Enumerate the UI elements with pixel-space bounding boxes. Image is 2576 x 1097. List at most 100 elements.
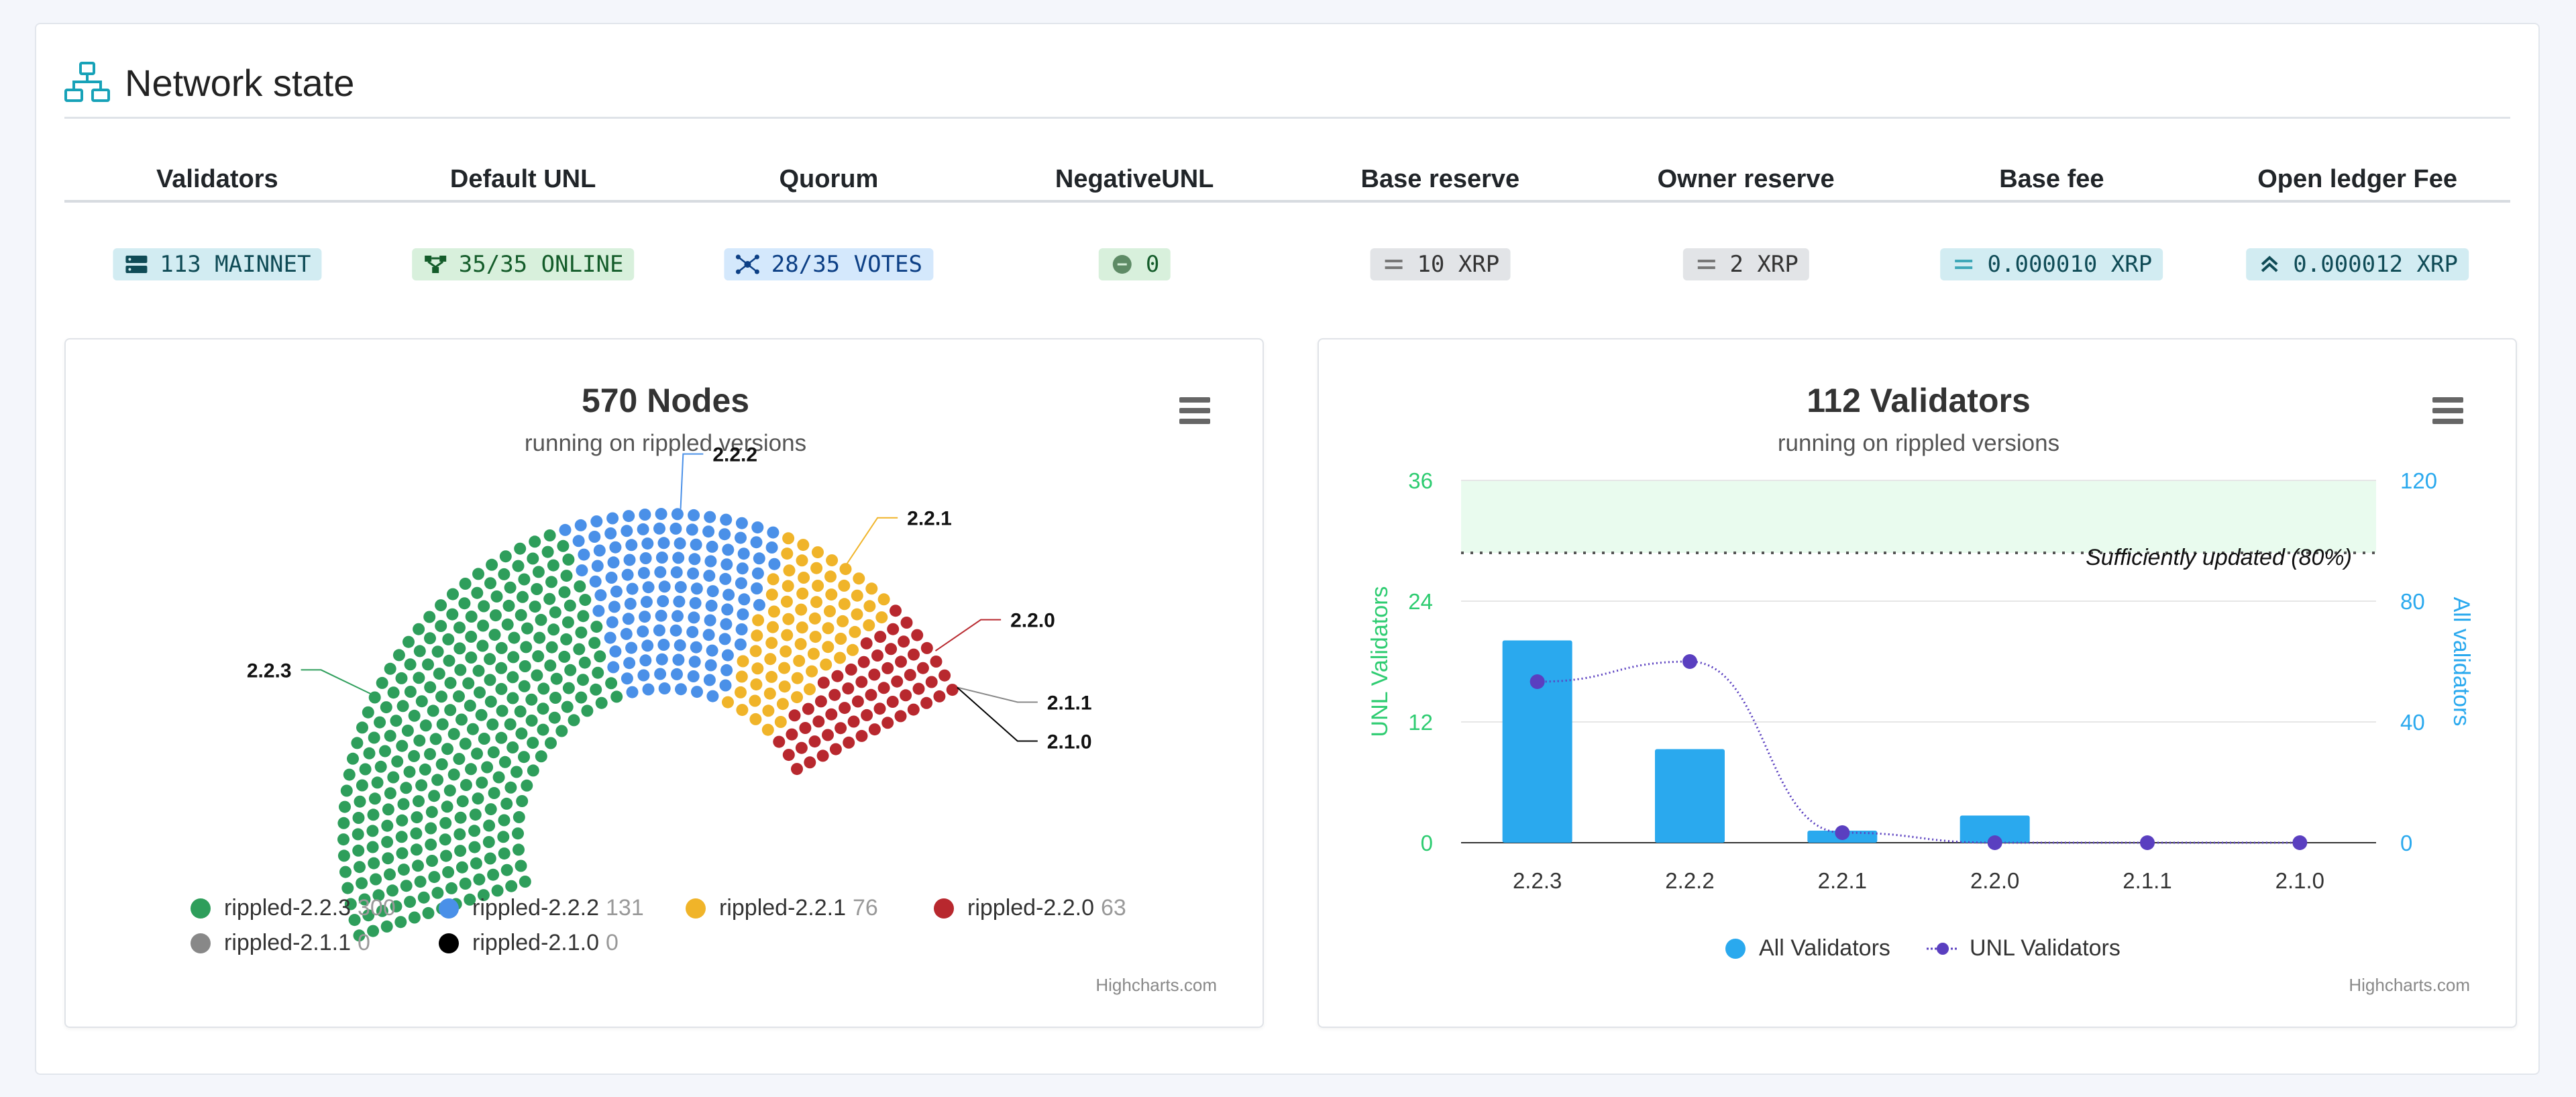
node-dot[interactable] (706, 585, 719, 598)
node-dot[interactable] (767, 621, 779, 633)
node-dot[interactable] (575, 691, 588, 704)
node-dot[interactable] (672, 654, 685, 666)
node-dot[interactable] (419, 719, 432, 732)
node-dot[interactable] (626, 686, 639, 698)
node-dot[interactable] (497, 831, 510, 843)
node-dot[interactable] (720, 618, 733, 631)
node-dot[interactable] (512, 560, 525, 572)
node-dot[interactable] (466, 723, 479, 735)
node-dot[interactable] (621, 568, 634, 581)
node-dot[interactable] (847, 643, 859, 656)
node-dot[interactable] (478, 733, 490, 745)
node-dot[interactable] (439, 817, 452, 829)
node-dot[interactable] (564, 599, 576, 612)
node-dot[interactable] (861, 709, 873, 721)
node-dot[interactable] (735, 577, 747, 590)
node-dot[interactable] (767, 526, 780, 539)
highcharts-credits[interactable]: Highcharts.com (1095, 975, 1217, 995)
node-dot[interactable] (925, 676, 938, 688)
node-dot[interactable] (673, 595, 686, 608)
node-dot[interactable] (505, 880, 518, 892)
node-dot[interactable] (734, 638, 747, 651)
node-dot[interactable] (471, 747, 483, 760)
node-dot[interactable] (690, 582, 703, 595)
node-dot[interactable] (454, 664, 467, 676)
node-dot[interactable] (410, 843, 423, 856)
node-dot[interactable] (424, 632, 436, 645)
node-dot[interactable] (865, 688, 877, 701)
node-dot[interactable] (560, 633, 573, 645)
node-dot[interactable] (855, 676, 868, 688)
node-dot[interactable] (653, 522, 665, 535)
node-dot[interactable] (806, 665, 818, 678)
node-dot[interactable] (419, 763, 431, 776)
node-dot[interactable] (622, 613, 635, 625)
node-dot[interactable] (453, 690, 465, 702)
legend-item-all-validators[interactable]: All Validators (1725, 935, 1890, 961)
node-dot[interactable] (501, 618, 514, 631)
node-dot[interactable] (376, 904, 388, 917)
node-dot[interactable] (347, 752, 359, 765)
node-dot[interactable] (413, 795, 425, 808)
node-dot[interactable] (474, 686, 486, 699)
node-dot[interactable] (804, 683, 816, 696)
node-dot[interactable] (796, 587, 809, 600)
node-dot[interactable] (826, 554, 839, 567)
node-dot[interactable] (873, 702, 886, 715)
node-dot[interactable] (814, 695, 827, 708)
node-dot[interactable] (521, 779, 533, 792)
node-dot[interactable] (410, 827, 423, 840)
node-dot[interactable] (372, 889, 385, 902)
bar[interactable] (1655, 749, 1725, 843)
node-dot[interactable] (908, 648, 920, 661)
node-dot[interactable] (718, 528, 731, 541)
node-dot[interactable] (654, 668, 667, 680)
node-dot[interactable] (517, 590, 529, 603)
node-dot[interactable] (791, 691, 803, 704)
node-dot[interactable] (774, 716, 787, 728)
node-dot[interactable] (557, 539, 570, 552)
node-dot[interactable] (527, 552, 539, 565)
node-dot[interactable] (809, 631, 822, 643)
unl-point[interactable] (1987, 835, 2002, 850)
legend-item[interactable]: rippled-2.1.1 0 (191, 930, 370, 956)
node-dot[interactable] (579, 594, 592, 607)
node-dot[interactable] (671, 508, 684, 521)
unl-point[interactable] (2140, 835, 2155, 850)
highcharts-credits[interactable]: Highcharts.com (2349, 975, 2470, 995)
node-dot[interactable] (424, 681, 437, 694)
node-dot[interactable] (543, 529, 556, 541)
node-dot[interactable] (484, 653, 496, 666)
node-dot[interactable] (604, 631, 616, 644)
node-dot[interactable] (881, 662, 894, 674)
node-dot[interactable] (374, 760, 387, 773)
node-dot[interactable] (515, 727, 528, 740)
node-dot[interactable] (446, 608, 459, 621)
node-dot[interactable] (527, 737, 539, 749)
node-dot[interactable] (765, 670, 778, 683)
node-dot[interactable] (886, 696, 899, 708)
node-dot[interactable] (564, 664, 577, 676)
node-dot[interactable] (588, 531, 601, 543)
node-dot[interactable] (912, 682, 925, 695)
node-dot[interactable] (415, 695, 428, 708)
node-dot[interactable] (428, 871, 441, 884)
node-dot[interactable] (778, 680, 791, 693)
node-dot[interactable] (390, 715, 402, 727)
node-dot[interactable] (594, 589, 607, 602)
node-dot[interactable] (529, 600, 541, 613)
node-dot[interactable] (843, 736, 855, 749)
node-dot[interactable] (484, 674, 496, 686)
node-dot[interactable] (863, 600, 876, 613)
node-dot[interactable] (532, 650, 545, 663)
node-dot[interactable] (590, 621, 603, 633)
node-dot[interactable] (778, 662, 791, 674)
hamburger-menu-icon[interactable] (1179, 397, 1210, 424)
node-dot[interactable] (495, 731, 508, 744)
node-dot[interactable] (780, 645, 792, 658)
node-dot[interactable] (488, 629, 501, 641)
node-dot[interactable] (822, 729, 834, 741)
node-dot[interactable] (591, 560, 604, 572)
node-dot[interactable] (425, 822, 437, 835)
node-dot[interactable] (376, 676, 388, 689)
